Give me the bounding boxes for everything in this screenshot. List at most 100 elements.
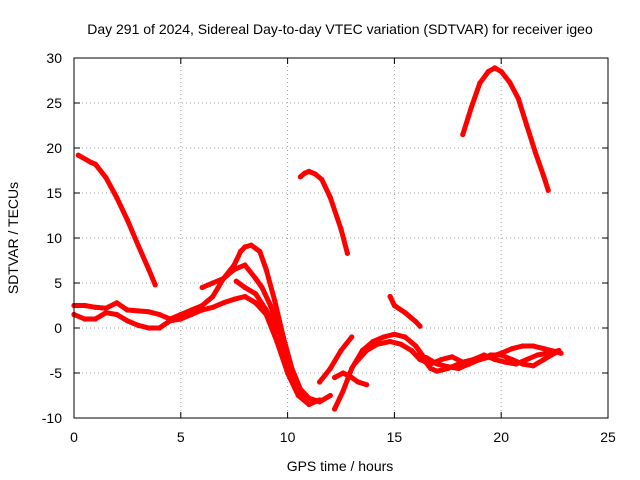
data-point	[541, 356, 547, 363]
data-point	[349, 334, 355, 340]
y-tick-label: 10	[46, 230, 62, 246]
y-tick-label: 0	[54, 320, 62, 336]
data-point	[317, 379, 323, 385]
data-point	[524, 356, 530, 363]
data-point	[477, 80, 483, 86]
series-line-arc-1	[75, 152, 158, 288]
y-tick-label: 5	[54, 275, 62, 291]
data-point	[327, 392, 333, 399]
data-point	[520, 343, 526, 349]
data-point	[188, 311, 195, 318]
data-point	[449, 354, 455, 360]
data-point	[124, 217, 130, 223]
chart-title: Day 291 of 2024, Sidereal Day-to-day VTE…	[87, 21, 593, 37]
data-point	[515, 95, 521, 102]
data-point	[509, 356, 515, 363]
data-point	[398, 341, 404, 347]
data-point	[370, 338, 376, 345]
data-point	[302, 170, 308, 176]
x-axis-label: GPS time / hours	[287, 458, 394, 474]
y-tick-label: -10	[42, 410, 62, 426]
series-line-arc-3	[460, 65, 551, 193]
data-point	[507, 79, 513, 85]
data-point	[445, 364, 451, 370]
data-point	[434, 361, 440, 367]
data-point	[285, 361, 291, 367]
data-point	[477, 356, 483, 363]
x-tick-label: 0	[70, 429, 78, 445]
data-point	[156, 311, 162, 318]
data-point	[532, 149, 539, 156]
data-point	[327, 194, 333, 201]
data-point	[545, 187, 551, 193]
data-point	[338, 347, 344, 354]
data-point	[364, 347, 370, 354]
data-point	[391, 302, 397, 309]
data-point	[387, 293, 393, 300]
data-point	[391, 331, 397, 337]
data-point	[349, 365, 355, 372]
data-point	[306, 168, 312, 174]
data-point	[302, 392, 308, 399]
data-point	[498, 68, 504, 75]
data-point	[156, 325, 162, 331]
data-point	[231, 296, 237, 302]
series-line-arc-11	[332, 331, 425, 412]
data-point	[460, 131, 466, 138]
data-point	[263, 307, 269, 313]
data-point	[520, 361, 526, 367]
data-point	[502, 359, 509, 365]
data-point	[242, 284, 248, 291]
data-point	[306, 401, 312, 408]
data-point	[413, 352, 419, 358]
data-point	[340, 388, 346, 394]
data-point	[220, 275, 227, 282]
data-point	[92, 304, 98, 310]
x-tick-label: 15	[387, 429, 403, 445]
data-point	[327, 365, 333, 372]
data-point	[534, 352, 541, 358]
data-point	[92, 316, 98, 322]
data-point	[338, 226, 344, 232]
data-point	[82, 302, 88, 309]
data-point	[319, 176, 325, 183]
data-point	[242, 244, 248, 250]
data-point	[541, 174, 547, 180]
data-point	[135, 308, 141, 314]
data-point	[524, 122, 530, 129]
data-point	[492, 65, 498, 71]
data-point	[295, 392, 301, 399]
data-point	[312, 171, 318, 177]
data-point	[487, 352, 494, 358]
data-point	[317, 397, 323, 403]
data-point	[124, 318, 130, 324]
data-point	[75, 152, 81, 158]
data-point	[199, 302, 205, 309]
data-point	[355, 379, 361, 385]
data-point	[274, 338, 280, 345]
data-point	[428, 365, 434, 372]
data-point	[274, 329, 280, 336]
data-point	[114, 311, 120, 318]
data-point	[135, 242, 141, 248]
data-point	[92, 161, 98, 167]
data-point	[267, 302, 274, 309]
data-point	[257, 248, 263, 255]
data-point	[438, 356, 444, 363]
data-point	[455, 365, 462, 372]
data-point	[248, 242, 254, 248]
x-tick-label: 25	[600, 429, 616, 445]
data-point	[135, 322, 141, 328]
data-point	[233, 278, 239, 284]
series-group	[71, 65, 564, 412]
data-point	[146, 309, 152, 315]
data-point	[332, 374, 338, 381]
data-point	[82, 316, 88, 322]
data-point	[146, 325, 152, 331]
data-point	[413, 343, 419, 349]
data-point	[124, 307, 130, 313]
y-tick-label: -5	[50, 365, 63, 381]
data-point	[306, 395, 312, 401]
data-point	[541, 346, 547, 352]
